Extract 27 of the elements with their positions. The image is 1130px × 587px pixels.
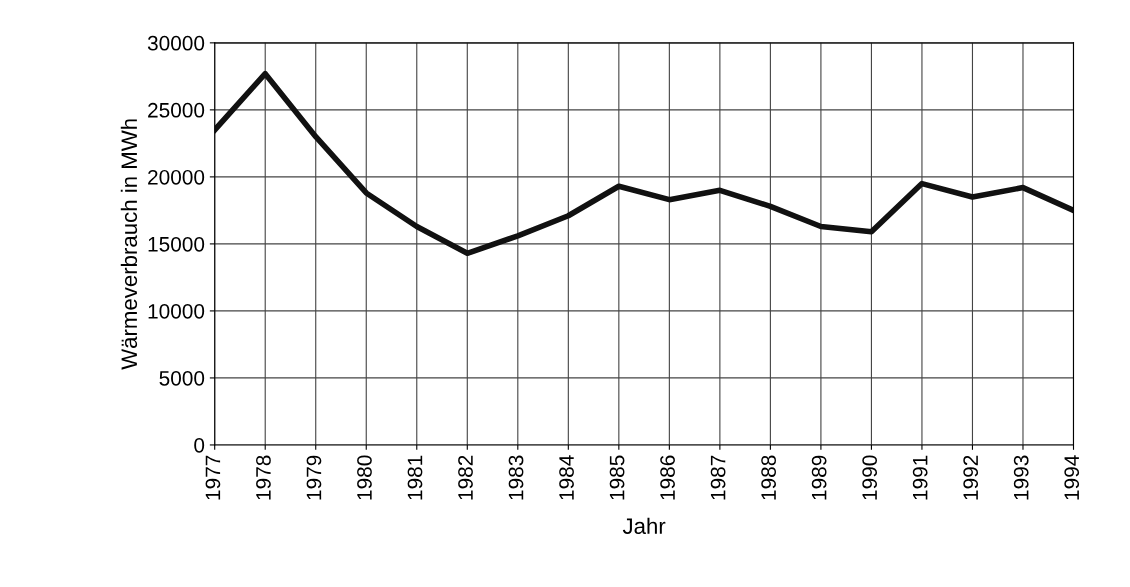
- x-tick-label: 1980: [357, 455, 372, 500]
- x-tick-label: 1979: [306, 455, 322, 500]
- x-tick-label: 1991: [912, 455, 928, 500]
- y-axis-title: Wärmeverbrauch in MWh: [120, 119, 138, 370]
- y-tick-label: 0: [194, 437, 205, 453]
- y-tick-label: 30000: [147, 35, 205, 51]
- x-axis-title: Jahr: [622, 517, 666, 534]
- y-tick-label: 5000: [159, 370, 205, 386]
- y-tick-label: 10000: [148, 303, 205, 319]
- x-tick-label: 1981: [407, 455, 423, 500]
- x-tick-label: 1992: [963, 455, 979, 500]
- x-tick-label: 1977: [205, 455, 221, 500]
- x-tick-label: 1989: [811, 455, 827, 500]
- x-tick-label: 1985: [609, 455, 625, 500]
- x-tick-label: 1987: [710, 455, 726, 500]
- x-tick-label: 1990: [862, 455, 878, 500]
- y-tick-label: 15000: [148, 236, 205, 252]
- x-tick-label: 1982: [458, 455, 473, 500]
- x-tick-label: 1994: [1064, 455, 1080, 500]
- x-tick-label: 1983: [508, 455, 524, 500]
- y-tick-label: 25000: [148, 102, 205, 118]
- x-tick-label: 1993: [1013, 455, 1029, 500]
- x-tick-label: 1986: [660, 455, 675, 500]
- x-tick-label: 1978: [256, 455, 271, 500]
- y-tick-label: 20000: [148, 169, 205, 185]
- x-tick-label: 1984: [559, 455, 574, 500]
- x-tick-label: 1988: [761, 455, 776, 500]
